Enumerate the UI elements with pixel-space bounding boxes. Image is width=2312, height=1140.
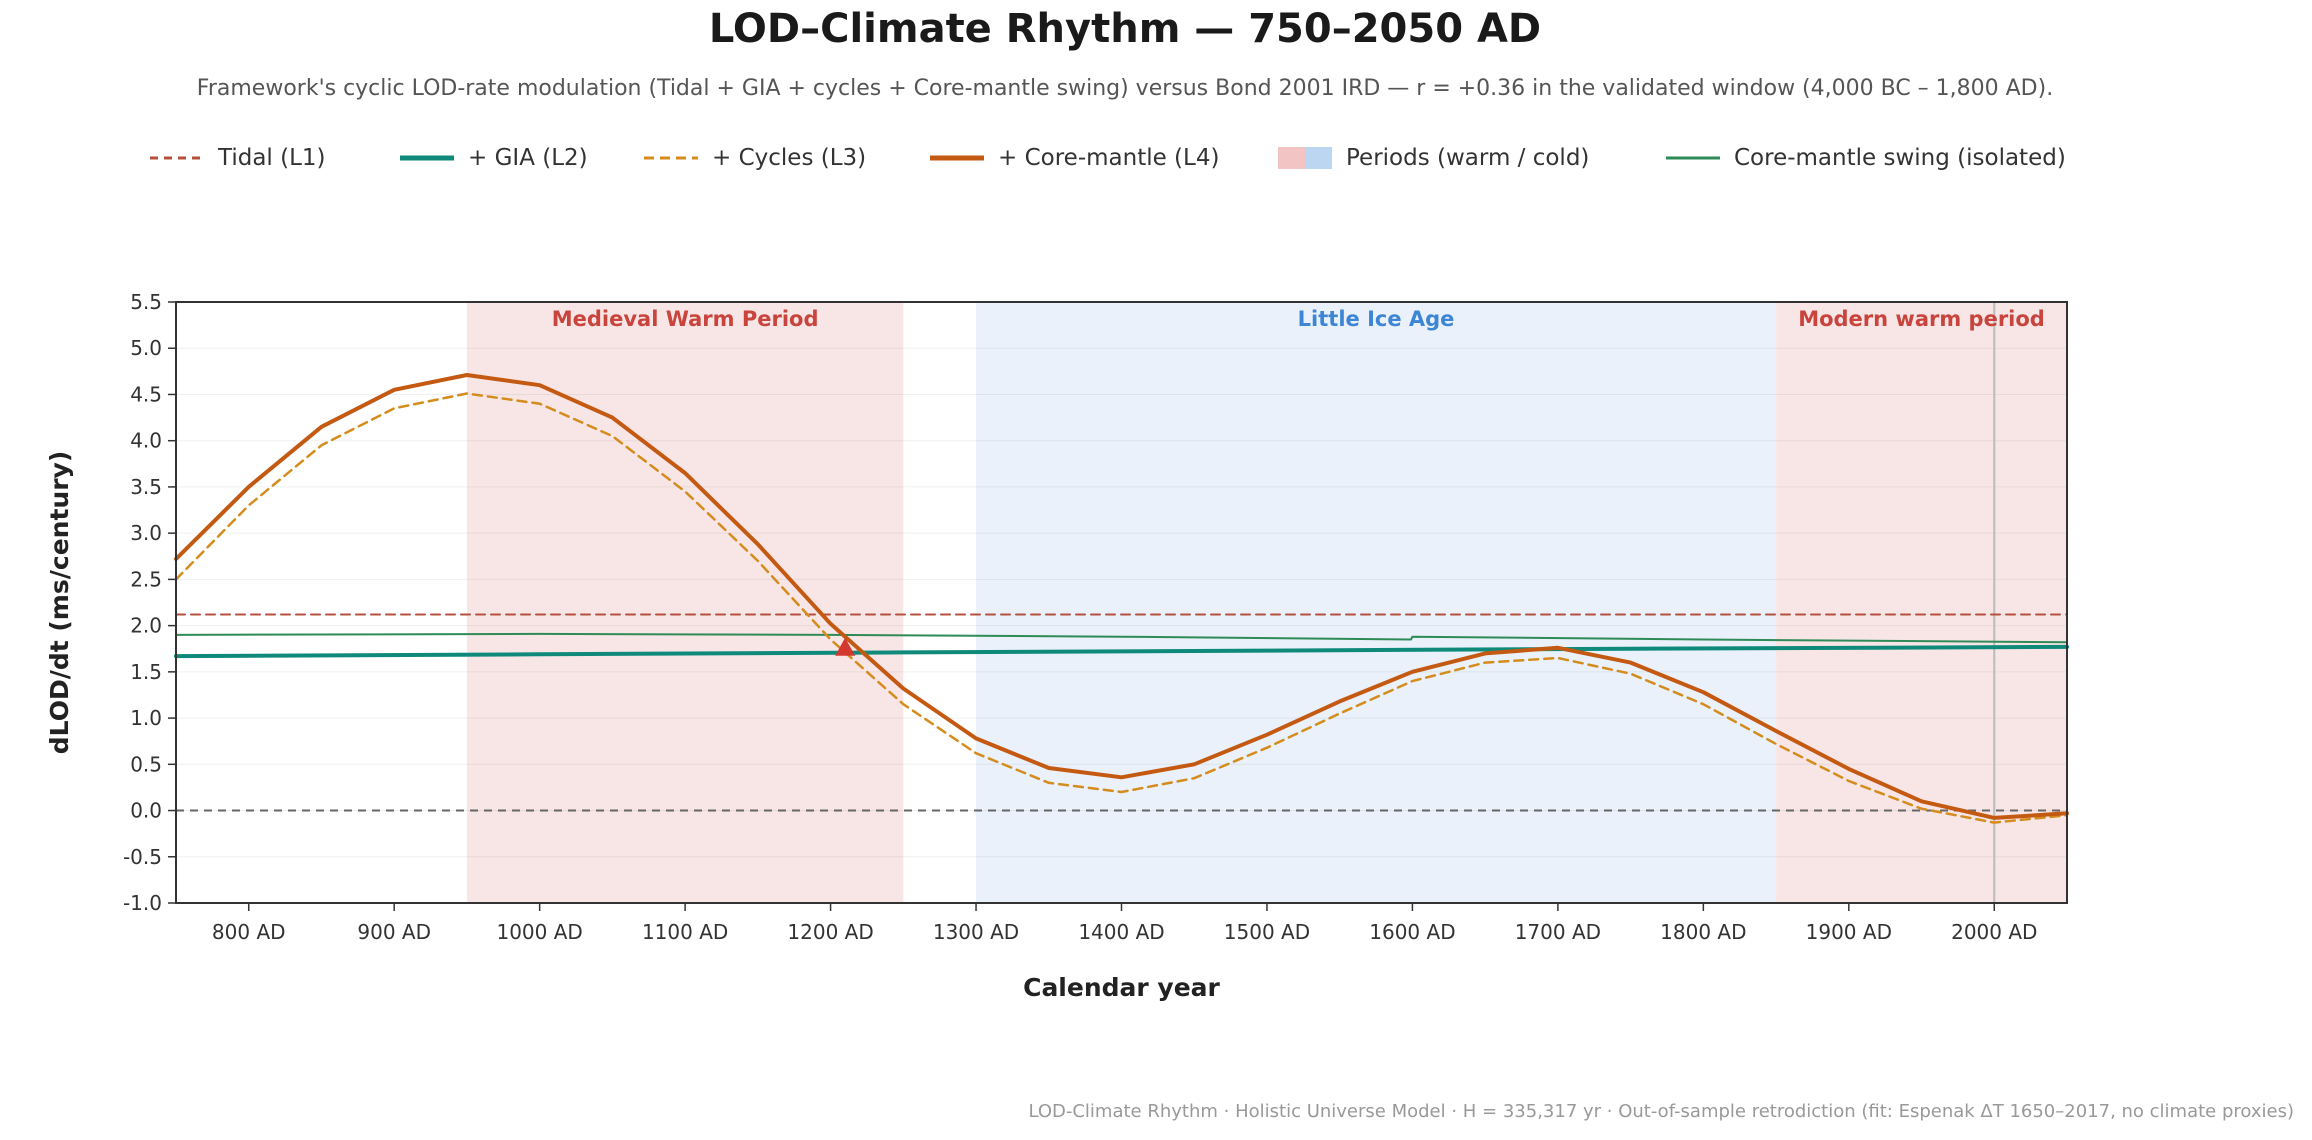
marker-layer <box>835 637 856 656</box>
legend-swatch-tidal <box>150 156 204 160</box>
period-label-little-ice-age: Little Ice Age <box>1298 307 1455 331</box>
x-axis-ticks: 800 AD 900 AD 1000 AD 1100 AD 1200 AD 1300 AD… <box>212 903 2037 944</box>
legend-swatch-cycles <box>644 156 698 160</box>
y-tick-label: 5.5 <box>130 290 162 314</box>
y-tick-label: 4.0 <box>130 429 162 453</box>
series-line-core-mantle-l4 <box>174 373 2069 820</box>
reference-lines <box>176 302 2067 903</box>
legend-item-core-mantle[interactable]: + Core-mantle (L4) <box>930 140 1219 176</box>
legend-label-cycles: + Cycles (L3) <box>712 145 867 171</box>
chart-plot: Medieval Warm Period Little Ice Age Modern… <box>45 290 2069 1002</box>
legend-swatch-periods <box>1278 147 1332 169</box>
period-label-medieval-warm-period: Medieval Warm Period <box>552 307 819 331</box>
x-tick-label: 1300 AD <box>933 920 1019 944</box>
y-axis-label: dLOD/dt (ms/century) <box>45 451 74 754</box>
period-label-modern-warm-period: Modern warm period <box>1798 307 2045 331</box>
y-tick-label: 1.5 <box>130 660 162 684</box>
period-band-little-ice-age <box>976 302 1777 903</box>
x-tick-label: 1200 AD <box>787 920 873 944</box>
y-tick-label: 2.0 <box>130 614 162 638</box>
legend-label-periods: Periods (warm / cold) <box>1346 145 1590 171</box>
y-tick-label: 5.0 <box>130 336 162 360</box>
x-tick-label: 1700 AD <box>1515 920 1601 944</box>
legend-item-tidal[interactable]: Tidal (L1) <box>150 140 326 176</box>
marker-triangle <box>835 637 856 656</box>
period-bands <box>466 302 2067 903</box>
legend-item-gia[interactable]: + GIA (L2) <box>400 140 588 176</box>
legend-label-tidal: Tidal (L1) <box>218 145 326 171</box>
x-tick-label: 800 AD <box>212 920 286 944</box>
legend-label-core-mantle: + Core-mantle (L4) <box>998 145 1220 171</box>
y-tick-label: -1.0 <box>123 891 162 915</box>
series-lines <box>174 373 2069 824</box>
legend-swatch-core-mantle <box>930 155 984 161</box>
legend-item-cycles[interactable]: + Cycles (L3) <box>644 140 866 176</box>
y-tick-label: -0.5 <box>123 845 162 869</box>
x-tick-label: 1900 AD <box>1806 920 1892 944</box>
legend-swatch-gia <box>400 155 454 161</box>
y-tick-label: 4.5 <box>130 382 162 406</box>
period-band-medieval-warm-period <box>466 302 904 903</box>
series-line-core-mantle-swing-isolated <box>175 632 2068 644</box>
x-axis-label: Calendar year <box>1023 973 1220 1002</box>
period-labels: Medieval Warm Period Little Ice Age Modern… <box>552 307 2045 331</box>
y-tick-label: 0.5 <box>130 752 162 776</box>
y-tick-label: 1.0 <box>130 706 162 730</box>
series-line-cycles-l3 <box>174 392 2069 824</box>
x-tick-label: 1000 AD <box>496 920 582 944</box>
x-tick-label: 1800 AD <box>1660 920 1746 944</box>
x-tick-label: 1400 AD <box>1078 920 1164 944</box>
legend-item-core-mantle-swing[interactable]: Core-mantle swing (isolated) <box>1666 140 2066 176</box>
legend-swatch-core-mantle-swing <box>1666 156 1720 160</box>
legend-label-core-mantle-swing: Core-mantle swing (isolated) <box>1734 145 2066 171</box>
x-tick-label: 1500 AD <box>1224 920 1310 944</box>
chart-subtitle: Framework's cyclic LOD-rate modulation (… <box>196 76 2054 101</box>
series-line-gia-l2 <box>174 644 2069 659</box>
footer-note: LOD-Climate Rhythm · Holistic Universe M… <box>1028 1101 2294 1122</box>
y-tick-label: 3.0 <box>130 521 162 545</box>
legend-item-periods[interactable]: Periods (warm / cold) <box>1278 140 1589 176</box>
chart-title: LOD–Climate Rhythm — 750–2050 AD <box>708 6 1542 52</box>
y-tick-label: 0.0 <box>130 799 162 823</box>
x-tick-label: 2000 AD <box>1951 920 2037 944</box>
x-tick-label: 1600 AD <box>1369 920 1455 944</box>
legend-label-gia: + GIA (L2) <box>468 145 588 171</box>
period-band-modern-warm-period <box>1776 302 2067 903</box>
y-tick-label: 3.5 <box>130 475 162 499</box>
x-tick-label: 1100 AD <box>642 920 728 944</box>
y-axis-ticks: 5.5 5.0 4.5 4.0 3.5 3.0 2.5 2.0 1.5 1.0 0.5 0.0 -0.5… <box>123 290 176 915</box>
x-tick-label: 900 AD <box>357 920 431 944</box>
y-tick-label: 2.5 <box>130 567 162 591</box>
